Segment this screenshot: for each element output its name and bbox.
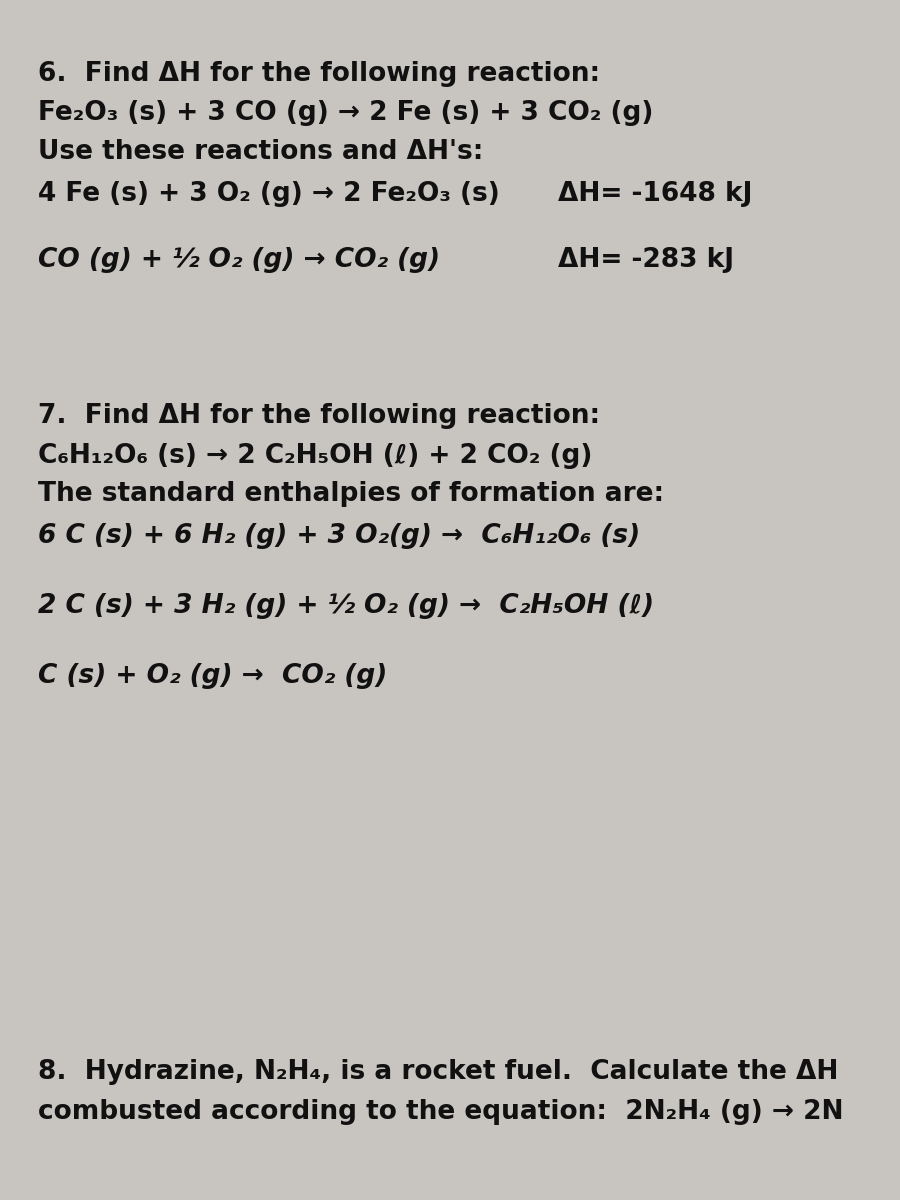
Text: 6 C (s) + 6 H₂ (g) + 3 O₂(g) →  C₆H₁₂O₆ (s): 6 C (s) + 6 H₂ (g) + 3 O₂(g) → C₆H₁₂O₆ (…: [38, 523, 640, 550]
Text: Fe₂O₃ (s) + 3 CO (g) → 2 Fe (s) + 3 CO₂ (g): Fe₂O₃ (s) + 3 CO (g) → 2 Fe (s) + 3 CO₂ …: [38, 100, 653, 126]
Text: ΔH= -283 kJ: ΔH= -283 kJ: [558, 247, 734, 274]
Text: CO (g) + ½ O₂ (g) → CO₂ (g): CO (g) + ½ O₂ (g) → CO₂ (g): [38, 247, 440, 274]
Text: combusted according to the equation:  2N₂H₄ (g) → 2N: combusted according to the equation: 2N₂…: [38, 1099, 843, 1126]
Text: C (s) + O₂ (g) →  CO₂ (g): C (s) + O₂ (g) → CO₂ (g): [38, 662, 387, 689]
Text: 2 C (s) + 3 H₂ (g) + ½ O₂ (g) →  C₂H₅OH (ℓ): 2 C (s) + 3 H₂ (g) + ½ O₂ (g) → C₂H₅OH (…: [38, 593, 653, 619]
Text: C₆H₁₂O₆ (s) → 2 C₂H₅OH (ℓ) + 2 CO₂ (g): C₆H₁₂O₆ (s) → 2 C₂H₅OH (ℓ) + 2 CO₂ (g): [38, 443, 592, 469]
Text: ΔH= -1648 kJ: ΔH= -1648 kJ: [558, 181, 752, 208]
Text: 6.  Find ΔH for the following reaction:: 6. Find ΔH for the following reaction:: [38, 61, 600, 88]
Text: Use these reactions and ΔH's:: Use these reactions and ΔH's:: [38, 139, 483, 166]
Text: 7.  Find ΔH for the following reaction:: 7. Find ΔH for the following reaction:: [38, 403, 600, 430]
Text: 8.  Hydrazine, N₂H₄, is a rocket fuel.  Calculate the ΔH: 8. Hydrazine, N₂H₄, is a rocket fuel. Ca…: [38, 1058, 838, 1085]
Text: The standard enthalpies of formation are:: The standard enthalpies of formation are…: [38, 481, 664, 508]
Text: 4 Fe (s) + 3 O₂ (g) → 2 Fe₂O₃ (s): 4 Fe (s) + 3 O₂ (g) → 2 Fe₂O₃ (s): [38, 181, 500, 208]
